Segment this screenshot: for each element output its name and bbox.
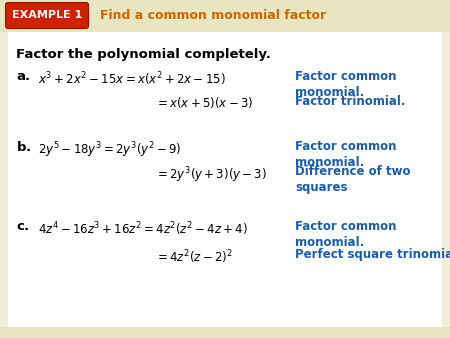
Text: $\bf{a.}$: $\bf{a.}$ xyxy=(16,70,31,83)
Text: $= 4z^2(z - 2)^2$: $= 4z^2(z - 2)^2$ xyxy=(155,248,233,266)
FancyBboxPatch shape xyxy=(0,327,450,338)
Text: $x^3 + 2x^2 - 15x = x(x^2 + 2x - 15)$: $x^3 + 2x^2 - 15x = x(x^2 + 2x - 15)$ xyxy=(38,70,225,88)
Text: Factor the polynomial completely.: Factor the polynomial completely. xyxy=(16,48,271,61)
FancyBboxPatch shape xyxy=(8,32,442,327)
Text: Factor common
monomial.: Factor common monomial. xyxy=(295,220,396,249)
Text: $\bf{c.}$: $\bf{c.}$ xyxy=(16,220,30,233)
Text: $2y^5 - 18y^3 = 2y^3(y^2 - 9)$: $2y^5 - 18y^3 = 2y^3(y^2 - 9)$ xyxy=(38,140,181,160)
Text: Find a common monomial factor: Find a common monomial factor xyxy=(100,9,326,22)
Text: EXAMPLE 1: EXAMPLE 1 xyxy=(12,10,82,21)
Text: $\bf{b.}$: $\bf{b.}$ xyxy=(16,140,31,154)
FancyBboxPatch shape xyxy=(5,2,89,28)
Text: Perfect square trinomial: Perfect square trinomial xyxy=(295,248,450,261)
Text: $= 2y^3(y + 3)(y - 3)$: $= 2y^3(y + 3)(y - 3)$ xyxy=(155,165,267,185)
Text: $= x(x + 5)(x - 3)$: $= x(x + 5)(x - 3)$ xyxy=(155,95,253,110)
Text: Factor common
monomial.: Factor common monomial. xyxy=(295,140,396,169)
Text: Factor trinomial.: Factor trinomial. xyxy=(295,95,405,108)
Text: $4z^4 - 16z^3 + 16z^2 = 4z^2(z^2 - 4z + 4)$: $4z^4 - 16z^3 + 16z^2 = 4z^2(z^2 - 4z + … xyxy=(38,220,248,238)
Text: Factor common
monomial.: Factor common monomial. xyxy=(295,70,396,99)
FancyBboxPatch shape xyxy=(0,0,450,32)
Text: Difference of two
squares: Difference of two squares xyxy=(295,165,410,194)
